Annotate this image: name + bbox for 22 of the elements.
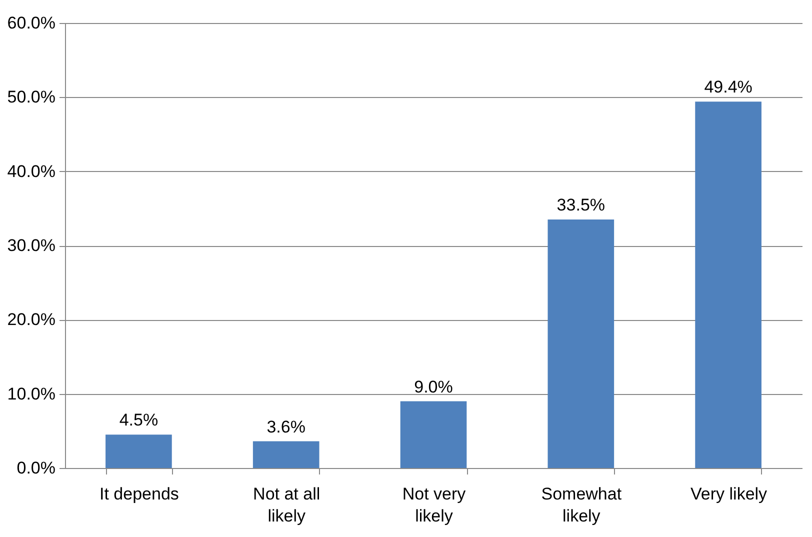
x-tick-label: Not very likely [402,484,466,526]
x-tick-label: Somewhat likely [541,484,622,526]
data-label: 4.5% [119,410,158,430]
y-tick-label: 40.0% [7,162,56,181]
bar [695,102,762,468]
y-tick-label: 20.0% [7,310,56,330]
y-tick-label: 60.0% [7,14,56,32]
bar [400,401,467,468]
data-label: 49.4% [704,78,752,97]
x-tick-label: Not at all likely [253,484,320,526]
y-tick-label: 10.0% [7,384,56,404]
y-tick-label: 50.0% [7,88,56,107]
y-tick-label: 0.0% [16,458,56,478]
bar [252,441,320,468]
data-label: 9.0% [414,377,453,396]
bar [106,434,172,468]
y-tick-label: 30.0% [7,236,56,255]
bar [548,220,614,468]
data-label: 33.5% [556,196,605,215]
x-tick-label: Very likely [690,484,768,504]
x-tick-label: It depends [99,484,179,504]
data-label: 3.6% [266,417,306,436]
